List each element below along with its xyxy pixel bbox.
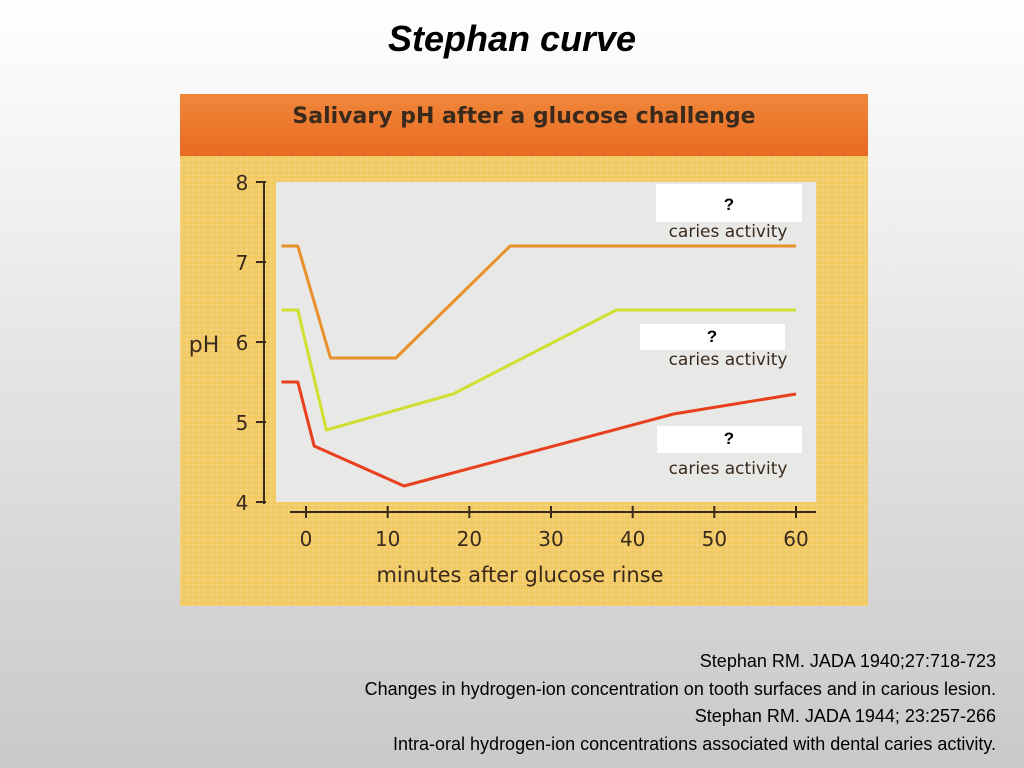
- x-tick-label-20: 20: [457, 527, 482, 551]
- series-3-label: caries activity: [669, 459, 788, 479]
- series-3-mask-box: [657, 426, 802, 453]
- stephan-curve-chart: 4 5 6 7 8 0 10 20 30 40 50 60 pH minutes after glucos…: [189, 171, 816, 587]
- x-tick-label-40: 40: [620, 527, 645, 551]
- x-tick-label-50: 50: [702, 527, 727, 551]
- y-tick-label-6: 6: [236, 331, 249, 355]
- reference-1-title: Changes in hydrogen-ion concentration on…: [364, 678, 996, 699]
- reference-2-title: Intra-oral hydrogen-ion concentrations a…: [393, 733, 996, 754]
- series-2-mask-box: [640, 324, 785, 350]
- series-1-mask-box: [656, 184, 802, 222]
- series-2-line: [281, 308, 796, 432]
- y-tick-label-7: 7: [236, 251, 249, 275]
- y-axis-label: pH: [189, 333, 220, 358]
- slide-title: Stephan curve: [387, 18, 637, 59]
- series-2-label: caries activity: [669, 350, 788, 370]
- y-tick-label-5: 5: [236, 411, 249, 435]
- y-tick-label-8: 8: [236, 171, 249, 195]
- series-3-question-mark: ?: [724, 429, 734, 448]
- reference-1-citation: Stephan RM. JADA 1940;27:718-723: [699, 651, 996, 671]
- series-1-label: caries activity: [669, 222, 788, 242]
- x-tick-label-0: 0: [300, 527, 313, 551]
- series-3-line: [281, 380, 797, 488]
- x-tick-label-30: 30: [538, 527, 563, 551]
- x-axis-label: minutes after glucose rinse: [376, 563, 663, 587]
- chart-title: Salivary pH after a glucose challenge: [292, 104, 756, 129]
- chart-title-band: [180, 94, 868, 156]
- x-tick-label-10: 10: [375, 527, 400, 551]
- series-1-question-mark: ?: [724, 195, 734, 214]
- y-tick-label-4: 4: [236, 491, 249, 515]
- references: Stephan RM. JADA 1940;27:718-723 Changes…: [96, 648, 996, 758]
- series-2-question-mark: ?: [707, 327, 717, 346]
- chart-figure: Salivary pH after a glucose challenge 4 5…: [180, 94, 868, 606]
- x-tick-label-60: 60: [783, 527, 808, 551]
- series-1-line: [281, 244, 796, 360]
- reference-2-citation: Stephan RM. JADA 1944; 23:257-266: [694, 706, 996, 726]
